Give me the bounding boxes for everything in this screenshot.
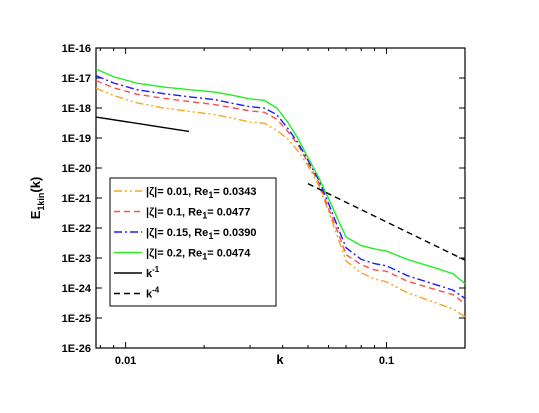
- y-tick-label: 1E-17: [62, 73, 91, 85]
- y-tick-label: 1E-19: [62, 133, 91, 145]
- y-tick-label: 1E-25: [62, 313, 91, 325]
- legend-label-part: , Re: [188, 227, 208, 239]
- legend-label-part: 1: [208, 190, 213, 200]
- legend-label: |ζ|= 0.1, Re1= 0.0477: [146, 207, 250, 221]
- legend-label-part: 1: [208, 231, 213, 241]
- x-axis-title: k: [276, 352, 284, 367]
- y-tick-label: 1E-22: [62, 223, 91, 235]
- series-line-1: [95, 79, 466, 305]
- legend-label-part: |ζ|=: [146, 248, 167, 260]
- legend-label-part: 1: [202, 252, 207, 262]
- legend-label-part: |ζ|=: [146, 227, 167, 239]
- y-tick-label: 1E-23: [62, 253, 91, 265]
- legend-label-sup: -1: [152, 265, 160, 274]
- series-line-0: [95, 87, 466, 318]
- legend-label-part: 1: [202, 211, 207, 221]
- legend-label-part: |ζ|=: [146, 186, 167, 198]
- series-line-5: [307, 183, 466, 261]
- series-line-4: [95, 116, 190, 133]
- legend-label-part: =: [213, 186, 222, 198]
- x-tick-label: 0.1: [379, 355, 394, 367]
- y-axis-title-tail: (k): [28, 177, 43, 193]
- legend-label-sup: -4: [152, 286, 160, 295]
- legend-box: [109, 177, 277, 307]
- y-tick-label: 1E-21: [62, 193, 91, 205]
- legend-label-part: =: [213, 227, 222, 239]
- axis-ticks: 1E-16 1E-17 1E-18 1E-19 1E-20 1E-21 1E-22 1E-23…: [62, 43, 465, 367]
- legend-label-part: 0.1: [167, 207, 182, 219]
- y-tick-label: 1E-18: [62, 103, 91, 115]
- svg-text:E1kin(k): E1kin(k): [28, 177, 46, 220]
- legend-label-part: 0.0343: [223, 186, 257, 198]
- x-tick-label: 0.01: [115, 355, 136, 367]
- legend-label: |ζ|= 0.15, Re1= 0.0390: [146, 227, 256, 241]
- y-tick-label: 1E-20: [62, 163, 91, 175]
- legend-label-part: =: [207, 248, 216, 260]
- legend-label: k-4: [146, 286, 160, 301]
- legend-label-part: 0.0477: [217, 207, 251, 219]
- legend-label-part: , Re: [188, 186, 208, 198]
- legend-label-part: =: [207, 207, 216, 219]
- legend-label-part: 0.01: [167, 186, 188, 198]
- legend-label-base: k: [146, 289, 153, 301]
- legend-label-part: 0.15: [167, 227, 188, 239]
- legend-label: |ζ|= 0.2, Re1= 0.0474: [146, 248, 251, 262]
- legend-label-part: 0.0390: [223, 227, 257, 239]
- series-layer: [95, 68, 466, 318]
- legend: |ζ|= 0.01, Re1= 0.0343|ζ|= 0.1, Re1= 0.0…: [109, 177, 277, 307]
- legend-label-base: k: [146, 268, 153, 280]
- legend-label-part: |ζ|=: [146, 207, 167, 219]
- legend-label: k-1: [146, 265, 160, 280]
- y-tick-label: 1E-26: [62, 343, 91, 355]
- legend-label: |ζ|= 0.01, Re1= 0.0343: [146, 186, 256, 200]
- y-tick-label: 1E-24: [62, 283, 92, 295]
- y-tick-label: 1E-16: [62, 43, 91, 55]
- y-axis-title-sub: 1kin: [36, 193, 46, 211]
- y-axis-title: E1kin(k): [28, 177, 46, 220]
- legend-label-part: , Re: [182, 248, 202, 260]
- legend-label-part: 0.2: [167, 248, 182, 260]
- legend-label-part: , Re: [182, 207, 202, 219]
- y-axis-title-main: E: [28, 210, 43, 219]
- legend-label-part: 0.0474: [217, 248, 252, 260]
- series-line-3: [95, 68, 466, 285]
- series-line-2: [95, 74, 466, 299]
